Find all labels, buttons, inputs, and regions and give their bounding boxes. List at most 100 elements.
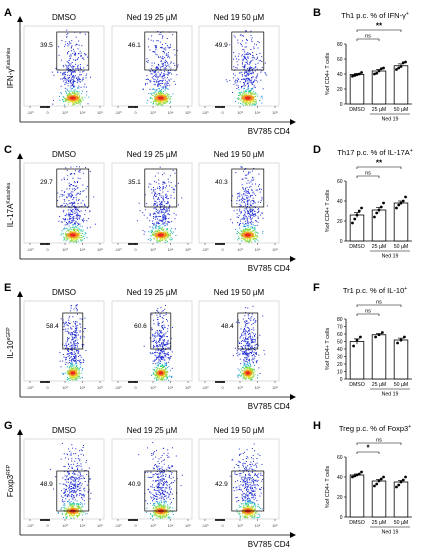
y-tick-label: 70 <box>337 324 343 330</box>
flow-tick-label: -10³ <box>202 248 209 252</box>
flow-panel: Ned 19 50 µM -10³ 0 10³ 10⁴ 10⁵ 42.9 <box>198 426 280 528</box>
flow-tick-label: 10³ <box>150 524 156 528</box>
y-tick-label: 30 <box>337 354 343 360</box>
panel-letter: B <box>313 7 321 19</box>
density-dots <box>59 304 87 381</box>
y-tick-label: 60 <box>337 179 343 185</box>
density-peak <box>244 96 251 100</box>
panel-letter: F <box>313 282 320 294</box>
data-point <box>353 74 357 77</box>
gate-percent: 48.4 <box>221 323 234 330</box>
flow-tick-label: 10⁴ <box>255 386 261 390</box>
flow-tick-label: 10³ <box>150 111 156 115</box>
significance-bracket <box>356 442 402 445</box>
density-dots <box>225 30 268 106</box>
data-point <box>395 485 398 489</box>
flow-tick-label: 10⁵ <box>272 524 278 528</box>
category-label: DMSO <box>349 244 365 250</box>
x-arrow-icon <box>290 256 296 262</box>
flow-row-a: A IFN-γKatushka BV785 CD4 DMSO -10³ 0 10³ 10⁴ 10… <box>4 7 296 136</box>
flow-plot-frame <box>198 300 280 382</box>
flow-tick-label: 10³ <box>150 248 156 252</box>
significance-bracket <box>356 304 402 307</box>
flow-tick-label: 10³ <box>237 248 243 252</box>
gate-box <box>62 312 84 350</box>
y-arrow-icon <box>17 429 23 435</box>
flow-panel: Ned 19 25 µM -10³ 0 10³ 10⁴ 10⁵ 46.1 <box>111 13 193 115</box>
flow-panel-title: Ned 19 25 µM <box>127 150 178 159</box>
data-point <box>381 331 384 334</box>
flow-tick-label: 10³ <box>237 524 243 528</box>
data-point <box>355 473 359 477</box>
significance-bracket <box>356 38 380 41</box>
flow-panel-title: DMSO <box>52 288 76 297</box>
flow-plot-frame <box>111 25 193 107</box>
data-point <box>399 201 403 205</box>
data-point <box>375 71 379 75</box>
flow-tick-label: -10³ <box>115 386 122 390</box>
data-point <box>360 206 363 210</box>
data-point <box>360 71 363 74</box>
flow-panel: DMSO -10³ 0 10³ 10⁴ 10⁵ 39.5 <box>23 13 105 115</box>
flow-row-e: E IL-10eGFP BV785 CD4 DMSO -10³ 0 10³ 10⁴ 10⁵ 58.… <box>4 282 296 411</box>
group-label: Ned 19 <box>382 254 399 260</box>
flow-panel: DMSO -10³ 0 10³ 10⁴ 10⁵ 29.7 <box>23 150 105 252</box>
data-point <box>379 477 383 481</box>
bar <box>349 73 365 105</box>
panel-letter: C <box>4 144 12 156</box>
category-label: 25 µM <box>372 244 387 250</box>
bar <box>393 339 409 380</box>
gate-box <box>144 470 178 512</box>
panel-letter: D <box>313 144 321 156</box>
bar-chart-h: H Treg p.c. % of Foxp3+ 0 20 40 60 %of CD4+ T … <box>313 420 412 536</box>
flow-tick-label: 0 <box>221 248 223 252</box>
significance-bracket <box>356 175 380 178</box>
bar-chart-d: D Th17 p.c. % of IL-17A+ 0 20 40 60 %of CD4+ T… <box>313 144 413 260</box>
y-tick-label: 40 <box>337 347 343 353</box>
flow-panel-title: DMSO <box>52 150 76 159</box>
data-point <box>379 67 383 71</box>
data-point <box>382 66 385 70</box>
data-point <box>357 209 361 213</box>
flow-tick-label: 0 <box>46 248 48 252</box>
category-label: 50 µM <box>394 244 409 250</box>
gate-box <box>56 470 90 512</box>
bar-chart-panels: B Th1 p.c. % of IFN-γ+ 0 20 40 60 80 %of CD4+ T… <box>313 7 413 536</box>
gate-percent: 46.1 <box>128 42 141 49</box>
significance-bracket <box>356 313 380 316</box>
y-arrow-icon <box>17 16 23 22</box>
flow-panel: DMSO -10³ 0 10³ 10⁴ 10⁵ 58.4 <box>23 288 105 390</box>
flow-tick-label: -10³ <box>202 111 209 115</box>
data-point <box>353 217 357 221</box>
gate-box <box>150 312 172 350</box>
flow-tick-label: -10³ <box>202 524 209 528</box>
gate-percent: 60.6 <box>134 323 147 330</box>
chart-y-label: %of CD4+ T cells <box>325 328 331 371</box>
flow-tick-label: -10³ <box>202 386 209 390</box>
y-tick-label: 50 <box>337 339 343 345</box>
flow-plot-frame <box>23 300 105 382</box>
group-label: Ned 19 <box>382 392 399 398</box>
category-label: 50 µM <box>394 520 409 526</box>
data-point <box>397 203 401 207</box>
gate-box <box>231 470 265 512</box>
data-point <box>351 74 354 78</box>
flow-tick-label: 10⁴ <box>80 524 86 528</box>
significance-bracket <box>356 29 402 32</box>
flow-tick-label: 10³ <box>237 386 243 390</box>
significance-label: ** <box>376 22 383 31</box>
gate-percent: 42.9 <box>215 481 228 488</box>
significance-bracket <box>356 166 402 169</box>
flow-tick-label: -10³ <box>115 524 122 528</box>
data-point <box>375 211 379 215</box>
data-point <box>373 72 376 76</box>
gate-percent: 39.5 <box>40 42 53 49</box>
flow-tick-label: 0 <box>221 524 223 528</box>
flow-panel: Ned 19 25 µM -10³ 0 10³ 10⁴ 10⁵ 40.9 <box>111 426 193 528</box>
flow-tick-label: 0 <box>221 386 223 390</box>
flow-tick-label: -10³ <box>115 248 122 252</box>
density-dots <box>49 442 92 519</box>
data-point <box>395 68 398 71</box>
density-dots <box>51 29 91 106</box>
